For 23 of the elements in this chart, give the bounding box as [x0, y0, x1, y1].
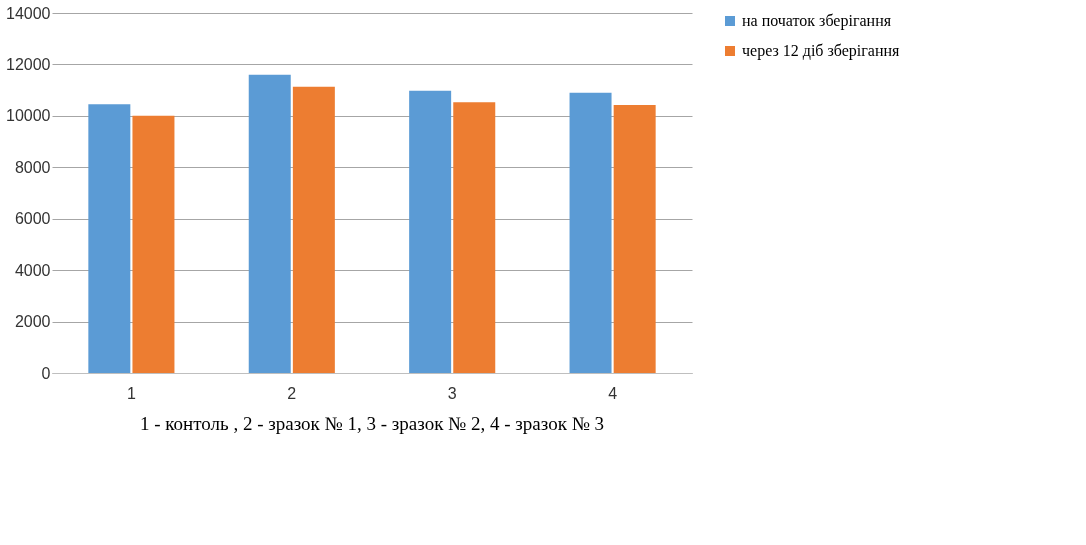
bar [409, 90, 452, 373]
y-tick-label: 14000 [6, 4, 51, 22]
bar [132, 115, 175, 373]
bar [292, 86, 335, 373]
bar [453, 102, 496, 373]
bar [248, 74, 291, 373]
y-tick-label: 12000 [6, 55, 51, 73]
bar [88, 104, 131, 373]
legend-label: через 12 діб зберігання [742, 42, 901, 60]
x-tick-label: 1 [126, 384, 136, 402]
y-tick-label: 6000 [14, 210, 51, 228]
y-tick-label: 8000 [14, 158, 51, 176]
y-tick-label: 10000 [6, 107, 51, 125]
x-tick-label: 3 [447, 384, 457, 402]
legend-label: на початок зберігання [742, 12, 892, 30]
bar [569, 92, 612, 373]
x-tick-label: 2 [287, 384, 297, 402]
text: 1 - контоль , 2 - зразок № 1, 3 - зразок № 2, 4 - зразок № 3 [139, 413, 605, 434]
y-tick-label: 4000 [14, 261, 51, 279]
y-tick-label: 2000 [14, 313, 51, 331]
x-tick-label: 4 [608, 384, 618, 402]
bar [613, 105, 656, 373]
y-tick-label: 0 [41, 364, 51, 382]
